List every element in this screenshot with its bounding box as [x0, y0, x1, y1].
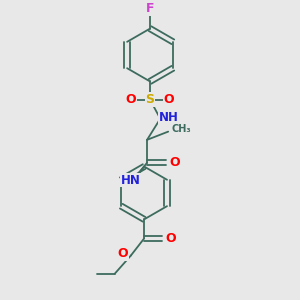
- Text: S: S: [146, 93, 154, 106]
- Text: O: O: [164, 93, 174, 106]
- Text: NH: NH: [159, 111, 178, 124]
- Text: F: F: [146, 2, 154, 15]
- Text: O: O: [165, 232, 176, 245]
- Text: O: O: [169, 156, 180, 169]
- Text: O: O: [126, 93, 136, 106]
- Text: CH₃: CH₃: [172, 124, 191, 134]
- Text: O: O: [117, 248, 128, 260]
- Text: HN: HN: [121, 174, 141, 187]
